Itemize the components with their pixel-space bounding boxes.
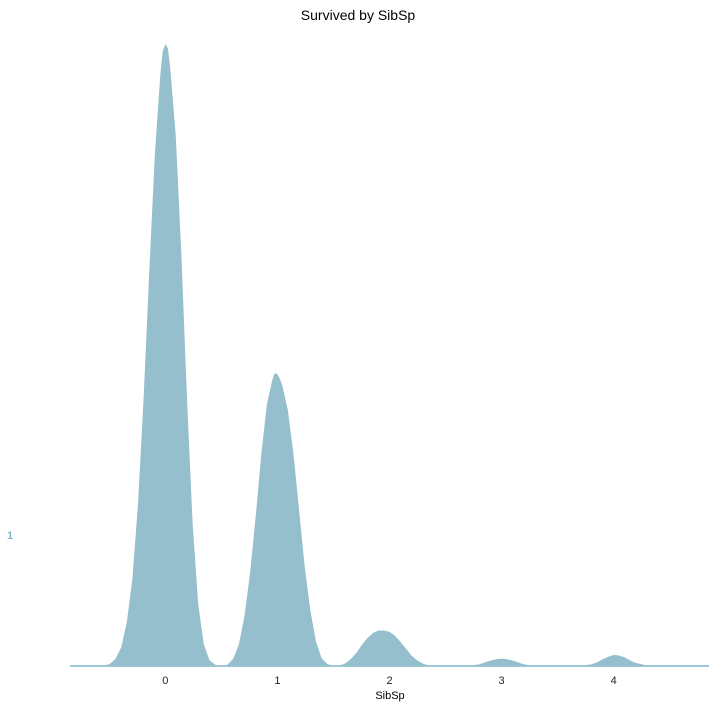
x-tick-label-3: 3 — [499, 675, 505, 687]
density-area-layer — [69, 41, 710, 667]
y-category-label: 1 — [7, 530, 13, 542]
x-tick-label-4: 4 — [611, 675, 617, 687]
x-axis-label: SibSp — [375, 690, 404, 702]
chart-title: Survived by SibSp — [301, 7, 416, 23]
x-tick-labels: 0 1 2 3 4 — [162, 675, 617, 687]
density-area-series-0 — [69, 41, 710, 667]
x-tick-label-1: 1 — [274, 675, 280, 687]
x-tick-label-0: 0 — [162, 675, 168, 687]
x-tick-label-2: 2 — [386, 675, 392, 687]
